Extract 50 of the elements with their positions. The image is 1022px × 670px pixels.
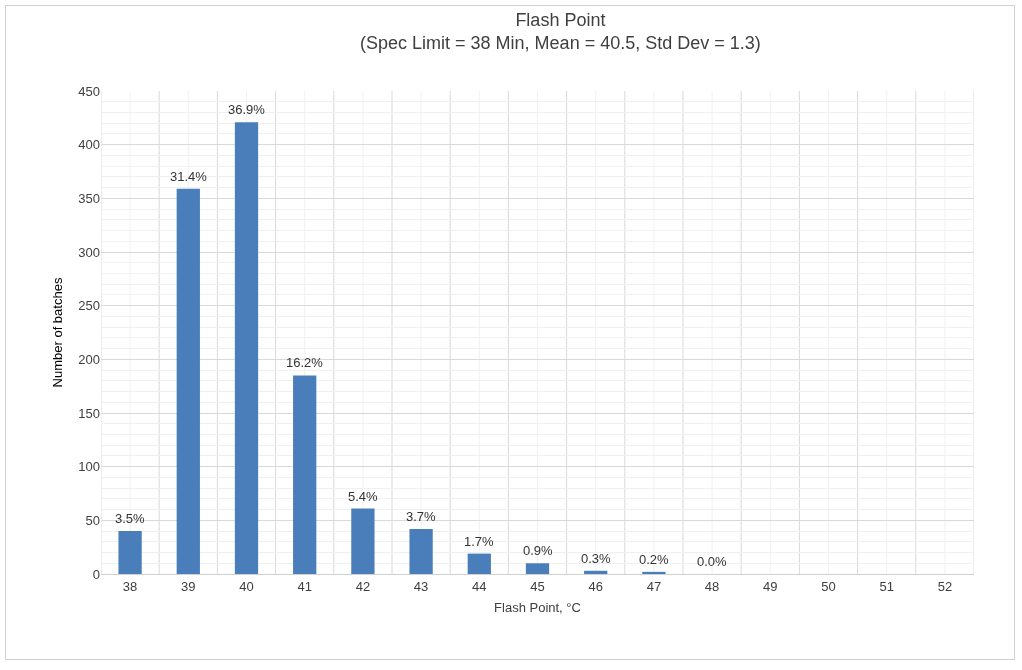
y-tick-label: 450 (78, 83, 100, 99)
annotation: 0.2% (639, 552, 670, 567)
annotation: 3.5% (115, 511, 146, 526)
x-tick-label: 40 (239, 578, 254, 594)
x-axis-title: Flash Point, °C (494, 600, 581, 616)
x-tick-label: 38 (122, 578, 138, 594)
bar (176, 188, 200, 574)
y-tick-label: 50 (85, 512, 100, 528)
x-tick-label: 46 (588, 578, 603, 594)
y-tick-label: 350 (78, 190, 100, 206)
annotation: 36.9% (228, 102, 266, 117)
bar (118, 531, 142, 574)
annotation: 0.0% (697, 554, 728, 569)
bar (642, 571, 666, 574)
x-tick-label: 49 (763, 578, 778, 594)
bar (293, 375, 317, 574)
annotation: 0.3% (581, 551, 612, 566)
y-tick-label: 400 (78, 137, 100, 153)
x-tick-label: 51 (879, 578, 894, 594)
x-tick-label: 47 (646, 578, 662, 594)
bar (409, 528, 433, 574)
annotation: 31.4% (170, 169, 208, 184)
x-tick-label: 43 (413, 578, 429, 594)
x-tick-label: 45 (530, 578, 545, 594)
annotation: 16.2% (286, 355, 324, 370)
x-tick-label: 50 (821, 578, 836, 594)
annotation: 1.7% (464, 534, 495, 549)
y-tick-label: 250 (78, 298, 100, 314)
x-tick-label: 39 (181, 578, 196, 594)
annotation: 3.7% (406, 509, 437, 524)
annotation: 0.9% (523, 543, 554, 558)
bar (525, 563, 550, 574)
bar (351, 508, 375, 574)
y-tick-label: 0 (92, 566, 100, 582)
x-tick-label: 48 (704, 578, 720, 594)
chart-subtitle: (Spec Limit = 38 Min, Mean = 40.5, Std Dev = 1.3) (360, 32, 761, 53)
y-axis-title: Number of batches (50, 277, 66, 388)
x-tick-label: 41 (297, 578, 312, 594)
bar (584, 570, 608, 574)
annotation: 5.4% (348, 489, 379, 504)
y-tick-label: 300 (78, 244, 100, 260)
chart-title: Flash Point (515, 9, 606, 30)
x-tick-label: 42 (355, 578, 371, 594)
bar (467, 553, 491, 574)
y-tick-label: 150 (78, 405, 100, 421)
x-tick-label: 52 (937, 578, 953, 594)
y-tick-label: 200 (78, 351, 100, 367)
y-tick-label: 100 (78, 459, 100, 475)
bar (234, 122, 259, 574)
x-tick-label: 44 (472, 578, 487, 594)
